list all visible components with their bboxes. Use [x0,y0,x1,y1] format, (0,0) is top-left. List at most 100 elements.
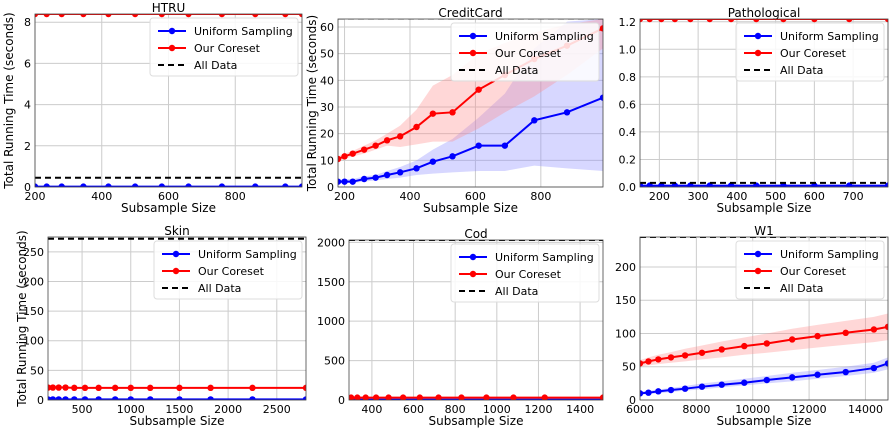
x-tick-label: 12000 [792,403,827,416]
data-point-coreset [842,329,849,337]
data-point-uniform [302,396,306,400]
x-tick-label: 800 [530,190,551,203]
chart-panel-cod: 400 600 800 1000 1200 1400 0 500 1000 1500 2000 Cod… [317,227,604,428]
x-axis-label: Subsample Size [717,201,812,215]
x-tick-label: 500 [72,403,93,416]
legend-marker-coreset [754,49,762,57]
data-point-coreset [449,109,456,116]
chart-panel-skin: 500 1000 1500 2000 2500 0 50 100 150 200 250 Skin Su… [15,224,307,428]
chart-panel-htru: 200 400 600 800 0 2 4 6 8 HTRU Subsample Size Total… [2,1,303,215]
y-tick-label: 0.0 [619,181,637,194]
legend-box [153,240,303,300]
y-tick-label: 50 [622,361,636,374]
data-point-uniform [338,178,342,185]
data-point-coreset [81,384,89,392]
y-tick-label: 150 [615,294,636,307]
x-axis-label: Subsample Size [717,414,812,428]
legend-label: Uniform Sampling [198,248,297,261]
y-tick-label: 8 [24,16,31,29]
y-tick-label: 200 [23,275,44,288]
legend-label: All Data [194,59,237,72]
data-point-uniform [396,169,404,176]
legend-label: Uniform Sampling [780,248,879,261]
y-tick-label: 1000 [317,315,345,328]
x-tick-label: 200 [25,190,46,203]
data-point-coreset [147,384,154,392]
y-axis-label: Total Running Time (seconds) [305,15,319,192]
data-point-coreset [354,394,361,400]
y-tick-label: 30 [320,101,334,114]
data-point-coreset [681,352,689,359]
data-point-coreset [658,19,665,23]
legend-marker-coreset [469,270,477,278]
x-tick-label: 800 [445,403,466,416]
legend-label: Our Coreset [780,47,847,60]
x-axis-label: Subsample Size [429,414,524,428]
legend-marker-uniform [172,250,180,258]
x-tick-label: 1400 [566,403,594,416]
data-point-uniform [475,142,482,149]
y-tick-label: 500 [324,355,345,368]
legend-label: Our Coreset [780,265,847,278]
data-point-coreset [127,384,134,392]
legend-label: All Data [495,285,538,298]
data-point-coreset [372,394,380,400]
data-point-uniform [176,396,183,400]
data-point-coreset [218,14,226,18]
x-tick-label: 10000 [735,403,770,416]
y-tick-label: 0.2 [619,153,637,166]
x-axis-label: Subsample Size [130,414,225,428]
legend-label: Our Coreset [495,268,562,281]
data-point-uniform [870,364,878,372]
legend-marker-uniform [754,32,762,40]
data-point-coreset [884,19,888,23]
data-point-coreset [95,384,102,392]
x-tick-label: 800 [225,190,246,203]
data-point-coreset [687,19,694,23]
data-point-coreset [671,19,679,23]
data-point-coreset [413,123,420,131]
data-point-uniform [681,385,689,392]
legend-label: Uniform Sampling [495,30,594,43]
data-point-uniform [298,183,302,187]
data-point-coreset [338,155,342,163]
y-tick-label: 0 [24,181,31,194]
data-point-coreset [80,14,87,18]
data-point-coreset [383,137,391,144]
data-point-uniform [127,396,134,400]
y-tick-label: 0 [338,394,345,407]
axes-frame [348,239,604,401]
data-point-coreset [43,14,50,18]
x-axis-label: Subsample Size [423,201,518,215]
x-tick-label: 400 [91,190,112,203]
y-tick-label: 20 [320,128,334,141]
axes-frame [639,236,889,401]
data-point-coreset [372,142,379,149]
x-tick-label: 8000 [682,403,710,416]
y-tick-label: 0 [629,394,636,407]
x-tick-label: 1500 [165,403,193,416]
data-point-coreset [645,358,652,365]
y-tick-label: 1500 [317,276,345,289]
x-tick-label: 14000 [848,403,883,416]
x-tick-label: 1000 [117,403,145,416]
data-point-coreset [640,360,644,367]
legend-marker-coreset [168,44,176,52]
data-point-uniform [185,183,192,187]
data-point-coreset [49,384,57,391]
chart-title: Pathological [728,6,801,20]
y-tick-label: 10 [320,154,334,167]
data-point-uniform [531,117,538,124]
data-point-coreset [35,14,39,18]
chart-panel-creditcard: 200 400 600 800 0 10 20 30 40 50 60 CreditCard Subsa… [305,6,604,215]
data-point-uniform [360,175,368,183]
x-tick-label: 1000 [483,403,511,416]
legend-marker-coreset [469,49,477,57]
data-point-uniform [655,388,662,395]
x-tick-label: 1200 [524,403,552,416]
legend-box [450,22,600,82]
legend-label: All Data [780,64,823,77]
plot-area [640,19,888,187]
x-tick-label: 400 [726,190,747,203]
legend-box [450,243,600,303]
